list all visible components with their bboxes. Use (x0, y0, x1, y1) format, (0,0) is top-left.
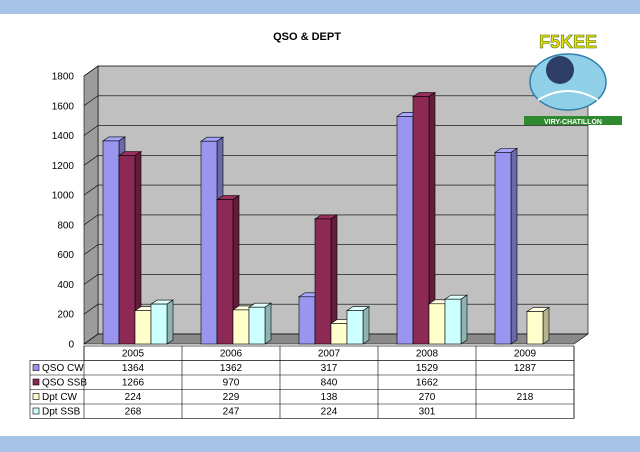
bar (118, 150, 142, 345)
bar-side (166, 299, 174, 345)
bar-front (134, 310, 152, 345)
bar (248, 302, 272, 345)
data-label: 268 (125, 407, 142, 418)
bar-front (494, 152, 512, 345)
bar-front (314, 218, 332, 345)
data-label: 224 (321, 407, 338, 418)
data-table: 2005 2006 2007 2008 2009 QSO CW 1364 1362 317 152… (29, 345, 575, 419)
y-axis-ticks: 0 200 400 600 800 1000 1200 1400 1600 1800 (52, 72, 75, 351)
data-label: 1364 (122, 363, 145, 374)
y-tick-label: 400 (57, 280, 74, 291)
y-tick-label: 200 (57, 310, 74, 321)
bar (314, 214, 338, 345)
legend-swatch (32, 364, 40, 371)
logo-banner (524, 116, 622, 125)
bar-front (412, 96, 430, 345)
top-frame-bar (0, 0, 640, 14)
data-label: 270 (419, 392, 436, 403)
gridline (83, 65, 588, 77)
y-tick-label: 800 (57, 220, 74, 231)
bar-side (542, 306, 550, 345)
x-tick-label: 2008 (416, 349, 439, 360)
legend-swatch (32, 407, 40, 415)
y-tick-label: 1400 (52, 131, 75, 142)
y-tick-label: 0 (68, 340, 74, 351)
bar-side (264, 302, 272, 345)
plot-area: 0 200 400 600 800 1000 1200 1400 1600 1800 (52, 65, 589, 351)
plot-side-wall (83, 65, 99, 345)
bar (526, 306, 550, 345)
y-tick-label: 1000 (52, 191, 75, 202)
data-label: 224 (125, 392, 142, 403)
logo-city: VIRY-CHATILLON (544, 119, 602, 126)
bar-front (248, 306, 266, 345)
legend-label: QSO SSB (42, 378, 87, 389)
y-tick-label: 1800 (52, 72, 75, 83)
data-label: 970 (223, 378, 240, 389)
bar-front (444, 298, 462, 345)
data-label: 1287 (514, 363, 537, 374)
bar-side (362, 306, 370, 345)
x-tick-label: 2005 (122, 349, 145, 360)
logo-callsign: F5KEE (539, 32, 597, 52)
legend-label: QSO CW (42, 363, 84, 374)
bar-side (510, 147, 518, 345)
bar-front (428, 303, 446, 345)
data-label: 301 (419, 407, 436, 418)
bars (102, 91, 550, 345)
data-label: 840 (321, 378, 338, 389)
data-label: 1266 (122, 378, 145, 389)
data-label: 317 (321, 363, 338, 374)
bar-front (150, 303, 168, 345)
bar-front (200, 140, 218, 345)
bottom-frame-bar (0, 436, 640, 452)
logo: F5KEE VIRY-CHATILLON (524, 32, 622, 126)
logo-swoosh (537, 90, 599, 101)
legend-label: Dpt CW (42, 392, 78, 403)
x-tick-label: 2006 (220, 349, 243, 360)
y-tick-label: 1600 (52, 101, 75, 112)
data-label: 1662 (416, 378, 439, 389)
legend-label: Dpt SSB (42, 407, 81, 418)
bar (150, 299, 174, 345)
bar-front (396, 116, 414, 345)
y-tick-label: 600 (57, 250, 74, 261)
bar (412, 91, 436, 345)
data-label: 1362 (220, 363, 243, 374)
y-tick-label: 1200 (52, 161, 75, 172)
data-label: 247 (223, 407, 240, 418)
x-tick-label: 2009 (514, 349, 537, 360)
bar-front (330, 323, 348, 345)
x-tick-label: 2007 (318, 349, 341, 360)
legend-swatch (32, 393, 40, 400)
logo-antenna-dish-icon (546, 56, 574, 84)
legend-swatch (32, 378, 40, 386)
bar-front (526, 311, 544, 345)
bar (494, 147, 518, 345)
data-label: 1529 (416, 363, 439, 374)
bar-front (118, 155, 136, 345)
bar-side (460, 294, 468, 345)
chart-title: QSO & DEPT (273, 31, 341, 43)
bar-front (102, 140, 120, 345)
bar (444, 294, 468, 345)
bar-front (298, 296, 316, 345)
data-label: 218 (517, 392, 534, 403)
data-label: 138 (321, 392, 338, 403)
bar-front (232, 309, 250, 345)
data-label: 229 (223, 392, 240, 403)
bar (346, 306, 370, 345)
bar-front (216, 199, 234, 345)
bar-front (346, 310, 364, 345)
